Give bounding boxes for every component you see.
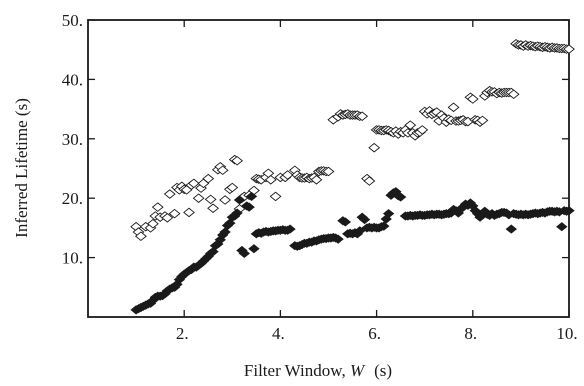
y-tick-label: 40. (62, 70, 83, 89)
filled-diamond-point (354, 226, 366, 236)
open-diamond-point (219, 195, 232, 205)
x-axis-title-prefix: Filter Window, (244, 361, 350, 380)
series-open-diamonds (130, 38, 575, 241)
plot-area-frame (87, 19, 570, 318)
filled-diamond-point (339, 217, 352, 227)
tick-marks (88, 19, 570, 317)
tick-labels: 2. 4. 6. 8. 10. 10. 20. 30. 40. 50. (62, 11, 578, 343)
x-axis-title-unit: (s) (374, 361, 392, 380)
series-filled-diamonds (130, 187, 575, 315)
filled-diamond-point (358, 214, 371, 225)
filled-diamond-point (284, 224, 296, 234)
open-diamond-point (310, 175, 323, 185)
filled-diamond-point (563, 206, 575, 216)
open-diamond-point (147, 218, 159, 229)
filled-diamond-point (332, 234, 344, 244)
open-diamond-point (507, 89, 520, 100)
series-layer (130, 38, 575, 315)
open-diamond-point (183, 207, 195, 218)
open-diamond-point (161, 213, 174, 223)
open-diamond-point (163, 189, 176, 199)
filled-diamond-point (219, 227, 231, 237)
open-diamond-point (192, 193, 205, 203)
open-diamond-point (563, 44, 575, 54)
filled-diamond-point (231, 208, 243, 218)
open-diamond-point (207, 203, 219, 214)
filled-diamond-point (207, 247, 219, 257)
open-diamond-point (363, 176, 376, 186)
y-tick-label: 20. (62, 189, 83, 208)
y-axis-title: Inferred Lifetime (s) (12, 98, 31, 238)
open-diamond-point (447, 102, 460, 113)
open-diamond-point (466, 94, 479, 104)
open-diamond-point (202, 173, 215, 184)
open-diamond-point (204, 194, 217, 205)
filled-diamond-point (248, 244, 260, 254)
filled-diamond-point (245, 191, 258, 202)
x-tick-label: 10. (556, 324, 577, 343)
open-diamond-point (416, 125, 429, 135)
filled-diamond-point (382, 209, 395, 219)
open-diamond-point (134, 231, 147, 241)
filled-diamond-point (394, 192, 407, 202)
open-diamond-point (356, 111, 369, 122)
y-tick-label: 10. (62, 249, 83, 268)
x-tick-label: 8. (464, 324, 477, 343)
open-diamond-point (264, 175, 277, 185)
open-diamond-point (281, 170, 294, 180)
x-tick-label: 6. (368, 324, 381, 343)
y-tick-label: 30. (62, 130, 83, 149)
x-axis-title-variable: W (350, 361, 366, 380)
filled-diamond-point (556, 222, 568, 232)
open-diamond-point (151, 202, 164, 212)
y-tick-label: 50. (62, 11, 83, 30)
open-diamond-point (404, 120, 417, 130)
filled-diamond-point (378, 221, 390, 231)
filled-diamond-point (243, 202, 255, 212)
open-diamond-point (322, 166, 335, 177)
open-diamond-point (368, 142, 381, 153)
x-tick-label: 4. (272, 324, 285, 343)
open-diamond-point (226, 182, 239, 193)
open-diamond-point (476, 115, 489, 126)
filled-diamond-point (233, 195, 246, 205)
x-axis-title: Filter Window, W (s) (244, 361, 392, 380)
filled-diamond-point (505, 224, 517, 234)
filled-diamond-point (238, 248, 251, 259)
open-diamond-point (231, 155, 244, 166)
x-tick-label: 2. (176, 324, 189, 343)
open-diamond-point (269, 191, 282, 202)
open-diamond-point (168, 208, 181, 219)
open-diamond-point (216, 165, 229, 176)
open-diamond-point (187, 178, 200, 189)
